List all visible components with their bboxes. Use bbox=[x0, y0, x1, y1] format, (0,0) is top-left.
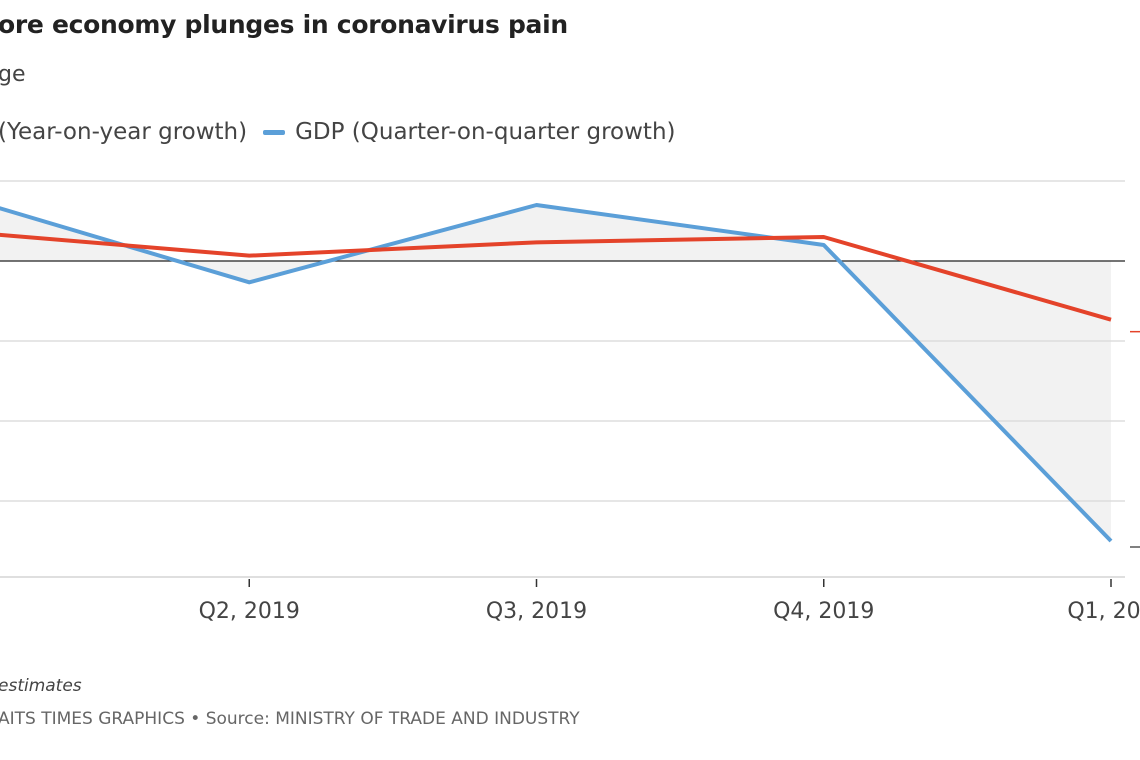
legend-swatch-qoq bbox=[263, 129, 286, 135]
chart-note: estimates bbox=[0, 676, 82, 696]
x-tick-label: Q4, 2019 bbox=[773, 599, 874, 624]
legend: (Year-on-year growth) GDP (Quarter-on-qu… bbox=[0, 119, 676, 145]
chart-title: ore economy plunges in coronavirus pain bbox=[0, 10, 568, 39]
legend-label-yoy: (Year-on-year growth) bbox=[0, 119, 248, 145]
legend-label-qoq: GDP (Quarter-on-quarter growth) bbox=[295, 119, 676, 145]
x-tick-label: Q1, 202 bbox=[1067, 599, 1140, 624]
chart-source: AITS TIMES GRAPHICS • Source: MINISTRY O… bbox=[0, 709, 580, 729]
chart-subtitle: ge bbox=[0, 62, 26, 87]
x-tick-label: Q3, 2019 bbox=[486, 599, 587, 624]
x-tick-label: Q2, 2019 bbox=[199, 599, 300, 624]
